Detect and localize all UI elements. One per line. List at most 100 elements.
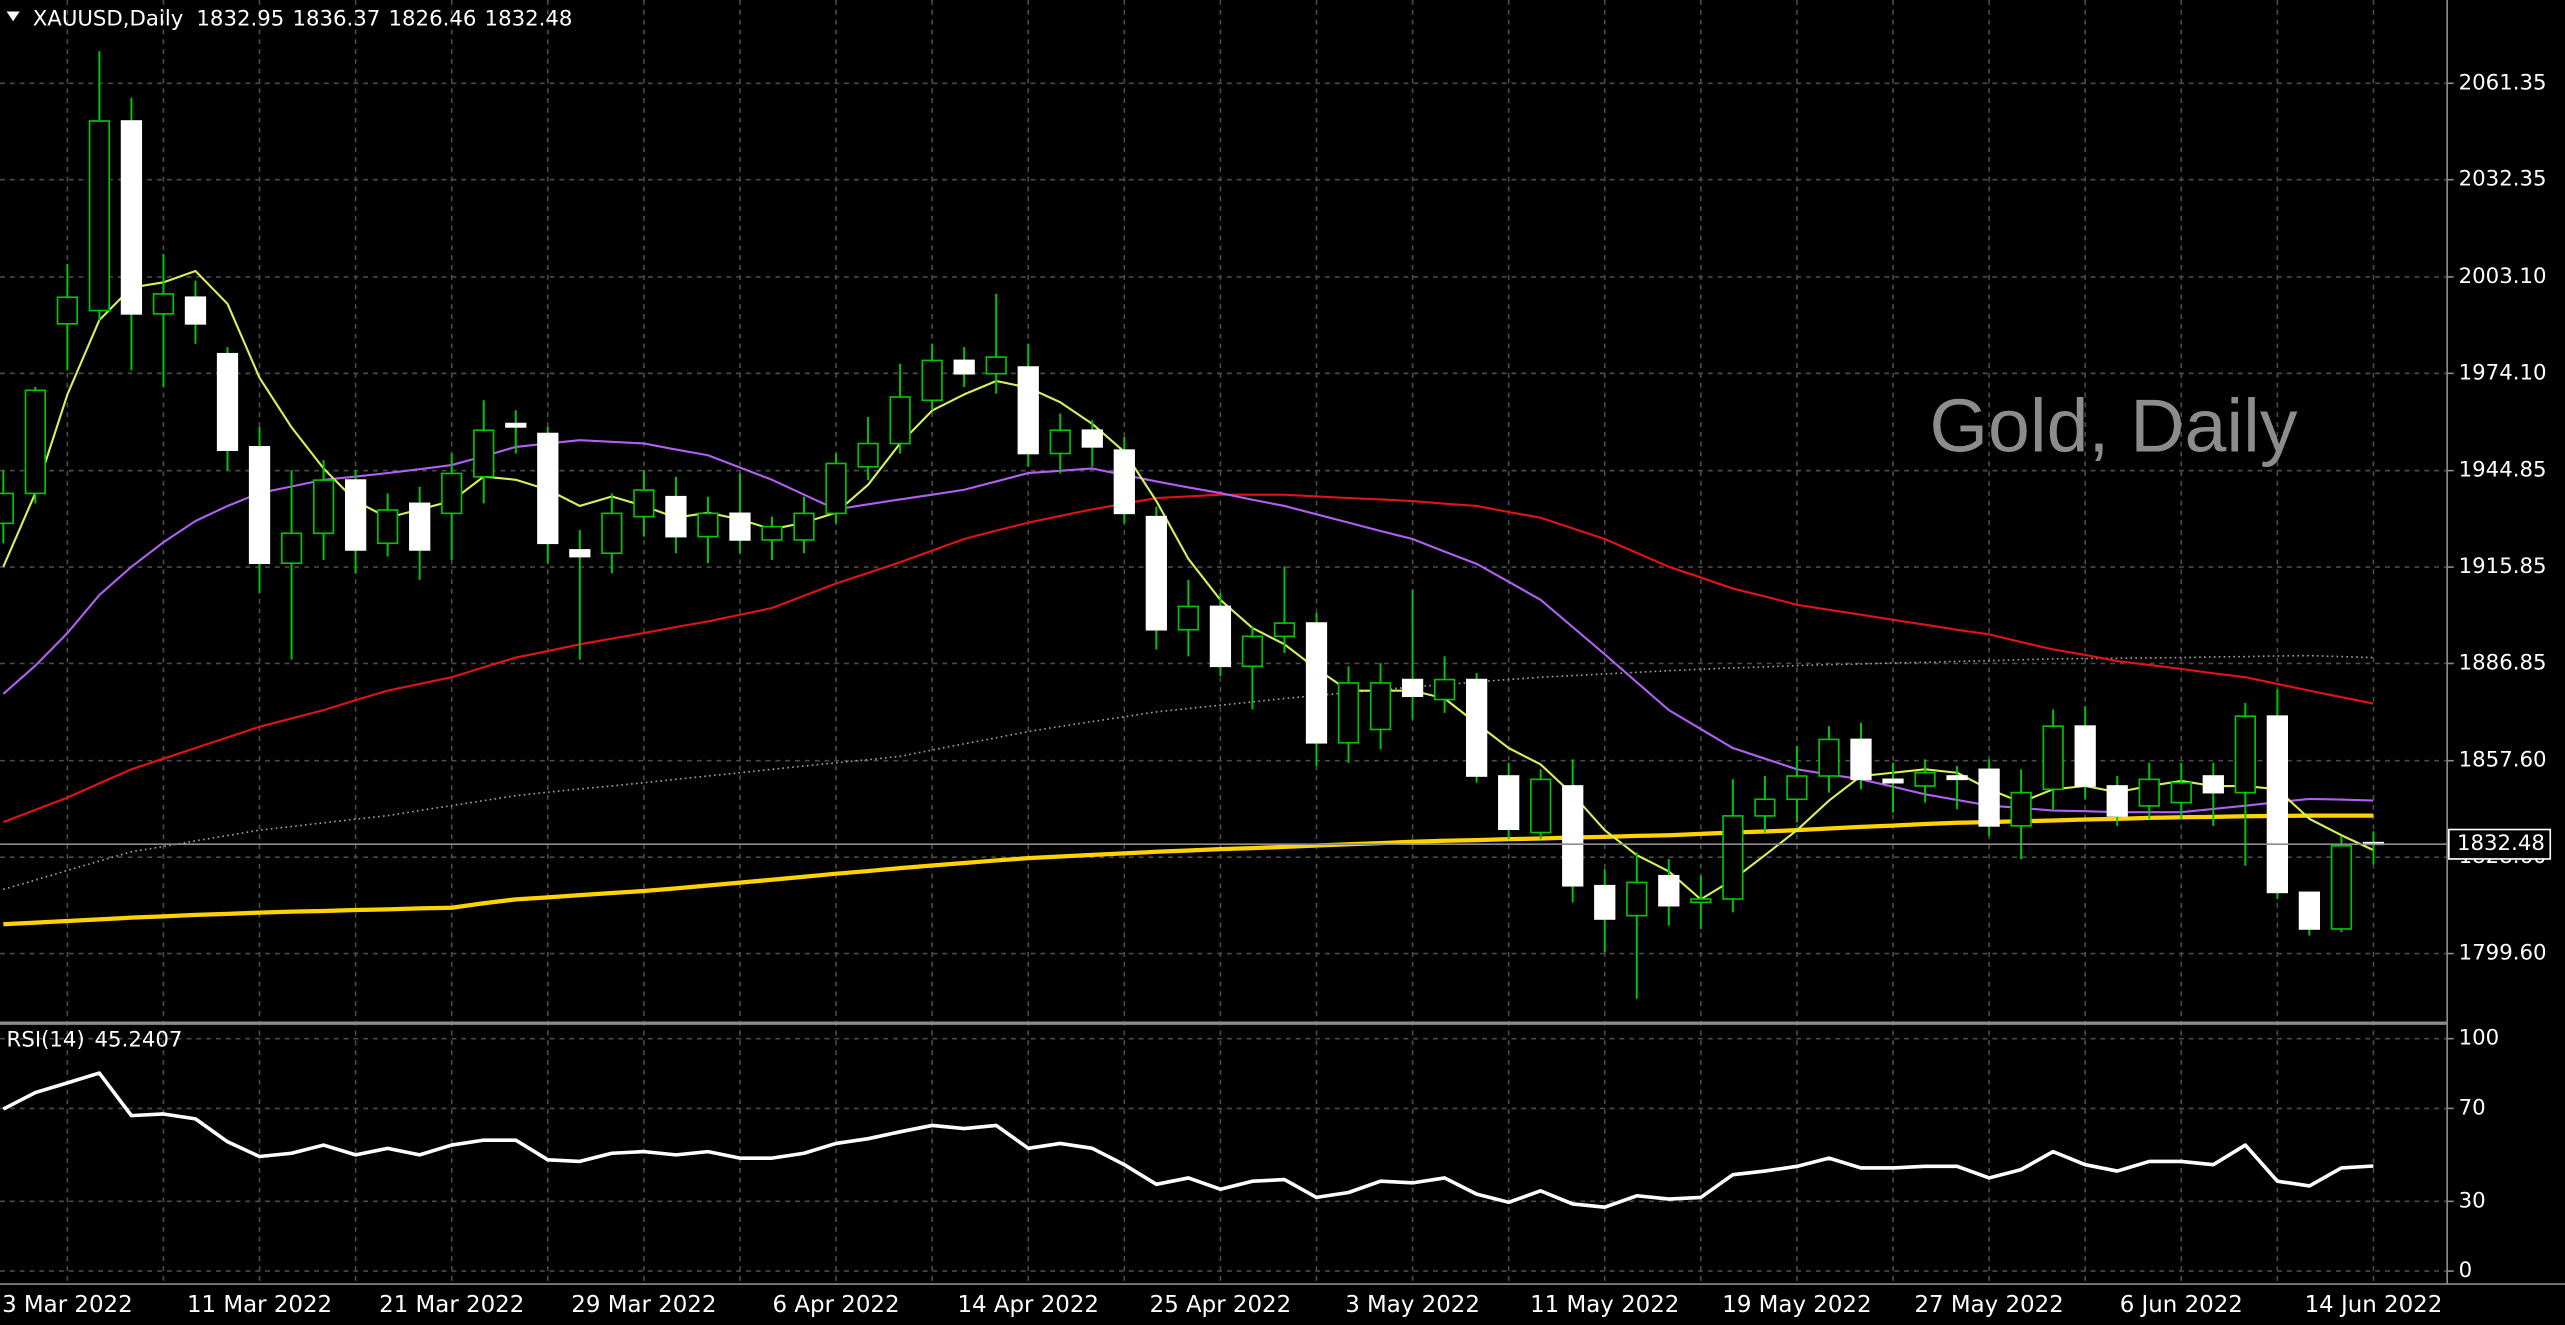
marks-layer [0, 51, 2385, 1210]
header-low: 1826.46 [389, 7, 477, 32]
candle-body [1498, 775, 1520, 831]
candle-body [1466, 678, 1488, 777]
candle-body [1722, 815, 1744, 900]
grid-layer [0, 0, 2448, 1285]
candle-body [56, 296, 78, 325]
y-tick-label: 70 [2459, 1095, 2486, 1120]
x-tick-label: 14 Apr 2022 [957, 1292, 1099, 1318]
candle-body [377, 509, 399, 545]
candle-body [2202, 775, 2224, 794]
candle-body [2042, 725, 2064, 791]
header: XAUUSD,Daily 1832.95 1836.37 1826.46 1832.48 [33, 7, 573, 32]
candle-body [1786, 775, 1808, 801]
candle-body [409, 502, 431, 551]
candle-body [280, 532, 303, 565]
symbol-title: XAUUSD,Daily [33, 7, 184, 32]
candle-body [2074, 725, 2096, 787]
candle-body [1946, 775, 1968, 781]
candle-body [537, 432, 559, 545]
candle-body [1177, 605, 1200, 631]
moving-average [3, 654, 2374, 891]
candle-body [1049, 429, 1071, 455]
x-tick-label: 19 May 2022 [1722, 1292, 1871, 1318]
candle-body [697, 512, 719, 538]
candle-body [825, 462, 847, 515]
candle-body [152, 293, 175, 315]
y-tick-label: 1944.85 [2459, 458, 2547, 483]
x-tick-label: 27 May 2022 [1914, 1292, 2063, 1318]
candle-body [2266, 715, 2288, 894]
candle-body [1978, 768, 2000, 827]
candle-body [1369, 682, 1392, 731]
menu-triangle[interactable] [6, 11, 20, 22]
y-tick-label: 0 [2459, 1258, 2473, 1283]
candle-body [633, 489, 655, 518]
candle-body [2234, 715, 2256, 794]
x-tick-label: 11 May 2022 [1530, 1292, 1679, 1318]
candle-body [344, 479, 367, 551]
y-tick-label: 2003.10 [2459, 264, 2547, 289]
candle-body [1530, 778, 1552, 834]
candle-body [1626, 881, 1648, 917]
candle-body [184, 296, 207, 325]
candle-body [729, 512, 751, 541]
header-high: 1836.37 [292, 7, 380, 32]
candle-body [312, 479, 335, 535]
candle-body [1081, 429, 1103, 448]
x-tick-label: 29 Mar 2022 [571, 1292, 716, 1318]
candle-body [1754, 798, 1776, 817]
candle-body [1241, 635, 1264, 668]
x-tick-label: 6 Jun 2022 [2120, 1292, 2243, 1318]
candle-body [216, 352, 239, 451]
candle-body [1850, 738, 1872, 781]
candle-body [2330, 845, 2353, 930]
candle-body [1209, 605, 1232, 668]
candle-body [1401, 678, 1424, 698]
candle-body [248, 446, 271, 565]
candle-body [24, 389, 46, 495]
candle-body [88, 120, 111, 312]
candle-body [1690, 898, 1712, 904]
x-tick-label: 25 Apr 2022 [1150, 1292, 1292, 1318]
candle-body [1113, 449, 1135, 515]
candle-body [2010, 791, 2032, 827]
candle-body [1017, 366, 1039, 455]
candle-body [1882, 778, 1904, 784]
candle-body [473, 429, 495, 478]
x-tick-label: 11 Mar 2022 [187, 1292, 332, 1318]
candle-body [1145, 515, 1167, 631]
candle-body [1305, 622, 1328, 744]
candle-body [441, 472, 463, 515]
candle-body [1337, 682, 1360, 744]
candle-body [1914, 771, 1936, 787]
moving-average [2, 493, 2374, 824]
x-tick-label: 3 Mar 2022 [2, 1292, 133, 1318]
candle-body [2298, 891, 2321, 930]
y-tick-label: 100 [2459, 1026, 2500, 1051]
candle-body [1562, 785, 1584, 887]
header-open: 1832.95 [196, 7, 284, 32]
candle-body [120, 120, 143, 315]
current-price-box [2448, 828, 2552, 860]
rsi-title: RSI(14) [7, 1027, 85, 1052]
candle-body [1594, 884, 1616, 920]
y-tick-label: 2032.35 [2459, 167, 2547, 192]
candle-body [889, 396, 911, 445]
y-tick-label: 1857.60 [2459, 748, 2547, 773]
x-tick-label: 14 Jun 2022 [2305, 1292, 2443, 1318]
candle-body [1658, 874, 1680, 907]
candle-body [569, 549, 591, 558]
header-close: 1832.48 [485, 7, 573, 32]
candle-body [0, 492, 14, 525]
candle-body [921, 359, 943, 402]
candle-body [2106, 785, 2128, 817]
candle-body [2170, 781, 2192, 804]
y-tick-label: 1799.60 [2459, 941, 2547, 966]
rsi-last: 45.2407 [95, 1027, 183, 1052]
candle-body [761, 525, 783, 541]
y-tick-label: 1915.85 [2459, 554, 2547, 579]
candle-body [601, 512, 623, 555]
